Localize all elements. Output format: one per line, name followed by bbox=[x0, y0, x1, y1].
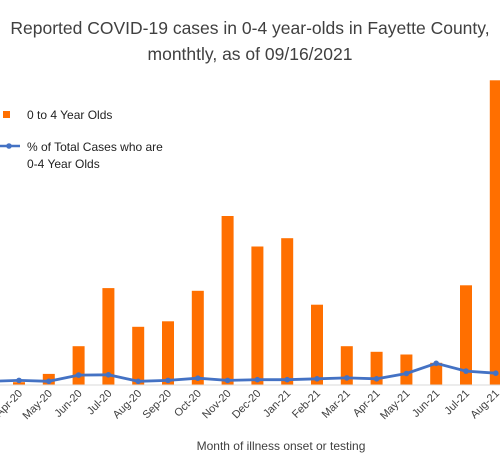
pct-point-Dec-20 bbox=[254, 376, 261, 383]
bar-Oct-20 bbox=[191, 290, 204, 385]
pct-point-May-21 bbox=[403, 370, 410, 377]
bar-series bbox=[13, 80, 500, 386]
pct-point-Apr-20 bbox=[16, 377, 22, 384]
x-tick-Feb-21: Feb-21 bbox=[290, 388, 323, 421]
pct-point-Jan-21 bbox=[284, 376, 291, 383]
bar-Jun-21 bbox=[430, 362, 443, 385]
legend-bar-label: 0 to 4 Year Olds bbox=[27, 108, 112, 122]
pct-point-Aug-20 bbox=[135, 378, 141, 385]
pct-point-Oct-20 bbox=[195, 375, 201, 382]
pct-point-Feb-21 bbox=[314, 376, 320, 382]
chart-title-line-1: Reported COVID-19 cases in 0-4 year-olds… bbox=[10, 18, 489, 38]
pct-point-Nov-20 bbox=[224, 377, 231, 384]
x-tick-Dec-20: Dec-20 bbox=[230, 388, 264, 422]
bar-Jan-21 bbox=[281, 238, 294, 385]
bar-Jul-21 bbox=[460, 285, 472, 385]
legend-line-label-1: % of Total Cases who are bbox=[27, 140, 163, 154]
x-tick-Mar-21: Mar-21 bbox=[320, 388, 353, 421]
bar-Mar-21 bbox=[340, 346, 353, 385]
bar-Apr-21 bbox=[370, 351, 383, 385]
x-tick-Jun-20: Jun-20 bbox=[52, 388, 84, 420]
pct-point-Mar-21 bbox=[344, 375, 350, 381]
pct-point-Jun-20 bbox=[75, 372, 82, 378]
x-tick-Aug-20: Aug-20 bbox=[111, 388, 145, 422]
chart-title-line-2: monthtly, as of 09/16/2021 bbox=[148, 44, 353, 64]
line-series bbox=[0, 360, 499, 385]
bar-Apr-20 bbox=[13, 382, 25, 385]
x-tick-Oct-20: Oct-20 bbox=[172, 388, 204, 420]
bar-Aug-20 bbox=[132, 326, 145, 385]
bar-Jul-20 bbox=[102, 288, 115, 386]
bar-Jun-20 bbox=[72, 346, 85, 385]
legend: 0 to 4 Year Olds % of Total Cases who ar… bbox=[0, 108, 163, 171]
legend-line-label-2: 0-4 Year Olds bbox=[27, 157, 100, 171]
bar-Feb-21 bbox=[311, 304, 323, 385]
pct-line bbox=[0, 361, 496, 383]
x-tick-Sep-20: Sep-20 bbox=[141, 388, 175, 422]
x-axis-title: Month of illness onset or testing bbox=[197, 439, 366, 453]
x-tick-Jun-21: Jun-21 bbox=[410, 388, 442, 420]
legend-bar-swatch bbox=[3, 111, 10, 118]
legend-line-marker bbox=[6, 143, 12, 149]
bar-Dec-20 bbox=[251, 246, 264, 385]
bar-Sep-20 bbox=[162, 321, 174, 385]
pct-point-Sep-20 bbox=[165, 377, 171, 384]
pct-point-Jul-21 bbox=[463, 368, 469, 374]
x-tick-Nov-20: Nov-20 bbox=[200, 388, 234, 422]
pct-point-May-20 bbox=[46, 378, 52, 385]
pct-point-Jun-21 bbox=[433, 360, 440, 367]
pct-point-Apr-21 bbox=[373, 376, 380, 382]
x-tick-Jan-21: Jan-21 bbox=[261, 388, 293, 420]
pct-point-Jul-20 bbox=[105, 372, 112, 378]
x-tick-Aug-21: Aug-21 bbox=[468, 388, 500, 422]
bar-Aug-21 bbox=[489, 80, 500, 386]
x-tick-May-21: May-21 bbox=[378, 388, 412, 422]
pct-point-Aug-21 bbox=[493, 370, 499, 377]
x-tick-May-20: May-20 bbox=[20, 388, 54, 422]
bar-Nov-20 bbox=[221, 216, 234, 385]
bar-May-21 bbox=[400, 354, 413, 385]
